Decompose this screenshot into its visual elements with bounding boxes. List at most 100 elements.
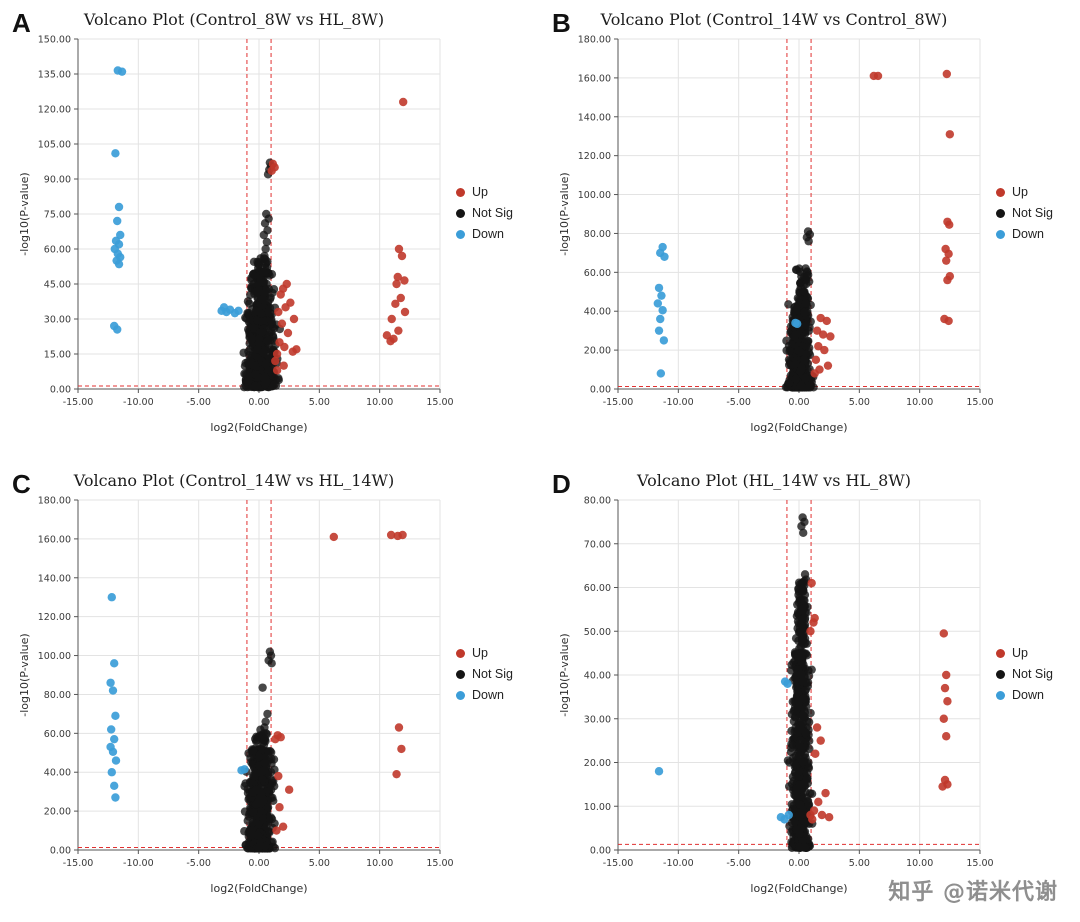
svg-text:105.00: 105.00 <box>38 140 71 151</box>
down-dot-icon <box>996 690 1005 700</box>
svg-text:40.00: 40.00 <box>584 307 611 318</box>
volcano-plot-svg: -15.00 -10.00 -5.00 0.00 5.00 10.00 15.00 0.00 1… <box>18 35 454 435</box>
svg-text:150.00: 150.00 <box>38 35 71 46</box>
up-dot-icon <box>996 648 1005 658</box>
legend-label: Not Sig <box>472 206 513 220</box>
svg-text:10.00: 10.00 <box>366 858 393 869</box>
volcano-plot-svg: -15.00 -10.00 -5.00 0.00 5.00 10.00 15.00 0.00 2… <box>18 496 454 896</box>
legend-item-up: Up <box>456 185 513 199</box>
svg-text:60.00: 60.00 <box>44 245 71 256</box>
svg-text:15.00: 15.00 <box>426 397 453 408</box>
svg-text:-10.00: -10.00 <box>663 397 694 408</box>
svg-text:20.00: 20.00 <box>584 758 611 769</box>
legend-item-up: Up <box>996 185 1053 199</box>
panel-title: Volcano Plot (Control_14W vs Control_8W) <box>600 10 948 29</box>
svg-text:0.00: 0.00 <box>50 385 71 396</box>
panel-title: Volcano Plot (HL_14W vs HL_8W) <box>637 471 911 490</box>
volcano-panel-a: A Volcano Plot (Control_8W vs HL_8W) -15… <box>0 0 540 461</box>
svg-text:160.00: 160.00 <box>38 534 71 545</box>
svg-text:0.00: 0.00 <box>590 846 611 857</box>
svg-text:50.00: 50.00 <box>584 627 611 638</box>
svg-text:-5.00: -5.00 <box>186 397 211 408</box>
svg-text:30.00: 30.00 <box>44 315 71 326</box>
svg-text:40.00: 40.00 <box>44 768 71 779</box>
svg-text:80.00: 80.00 <box>584 229 611 240</box>
notsig-dot-icon <box>456 208 465 218</box>
svg-text:70.00: 70.00 <box>584 539 611 550</box>
svg-text:0.00: 0.00 <box>788 858 809 869</box>
svg-text:0.00: 0.00 <box>248 397 269 408</box>
up-dot-icon <box>456 187 465 197</box>
svg-text:30.00: 30.00 <box>584 714 611 725</box>
legend: Up Not Sig Down <box>996 185 1053 241</box>
svg-text:5.00: 5.00 <box>849 397 870 408</box>
svg-text:-15.00: -15.00 <box>63 858 94 869</box>
panel-letter: B <box>552 8 571 38</box>
svg-text:15.00: 15.00 <box>966 397 993 408</box>
svg-text:5.00: 5.00 <box>309 397 330 408</box>
svg-text:60.00: 60.00 <box>584 583 611 594</box>
svg-text:0.00: 0.00 <box>248 858 269 869</box>
svg-text:0.00: 0.00 <box>788 397 809 408</box>
legend-label: Down <box>1012 688 1044 702</box>
panel-letter: D <box>552 469 571 499</box>
panel-letter: A <box>12 8 31 38</box>
svg-text:15.00: 15.00 <box>966 858 993 869</box>
legend-label: Not Sig <box>1012 667 1053 681</box>
svg-text:log2(FoldChange): log2(FoldChange) <box>210 882 307 895</box>
svg-text:90.00: 90.00 <box>44 175 71 186</box>
svg-text:-log10(P-value): -log10(P-value) <box>18 633 31 716</box>
volcano-panel-d: D Volcano Plot (HL_14W vs HL_8W) -15.00-… <box>540 461 1080 922</box>
panel-title: Volcano Plot (Control_14W vs HL_14W) <box>73 471 395 490</box>
svg-text:0.00: 0.00 <box>50 846 71 857</box>
svg-text:45.00: 45.00 <box>44 280 71 291</box>
legend-item-down: Down <box>996 688 1053 702</box>
svg-text:120.00: 120.00 <box>578 151 611 162</box>
legend-item-up: Up <box>996 646 1053 660</box>
notsig-dot-icon <box>456 669 465 679</box>
legend-label: Up <box>472 185 488 199</box>
volcano-panel-c: C Volcano Plot (Control_14W vs HL_14W) -… <box>0 461 540 922</box>
legend-label: Down <box>472 688 504 702</box>
legend-item-notsig: Not Sig <box>996 206 1053 220</box>
svg-text:180.00: 180.00 <box>38 496 71 507</box>
legend-item-notsig: Not Sig <box>456 206 513 220</box>
legend: Up Not Sig Down <box>996 646 1053 702</box>
svg-text:20.00: 20.00 <box>584 346 611 357</box>
svg-text:180.00: 180.00 <box>578 35 611 46</box>
svg-text:20.00: 20.00 <box>44 807 71 818</box>
legend-label: Not Sig <box>472 667 513 681</box>
svg-text:135.00: 135.00 <box>38 70 71 81</box>
volcano-plot-svg: -15.00 -10.00 -5.00 0.00 5.00 10.00 15.00 0.00 1… <box>558 496 994 896</box>
svg-text:60.00: 60.00 <box>44 729 71 740</box>
svg-text:120.00: 120.00 <box>38 612 71 623</box>
legend-item-down: Down <box>456 227 513 241</box>
svg-text:-15.00: -15.00 <box>603 397 634 408</box>
svg-text:log2(FoldChange): log2(FoldChange) <box>750 882 847 895</box>
legend-label: Up <box>472 646 488 660</box>
legend: Up Not Sig Down <box>456 185 513 241</box>
legend-item-notsig: Not Sig <box>456 667 513 681</box>
svg-text:-15.00: -15.00 <box>63 397 94 408</box>
svg-text:60.00: 60.00 <box>584 268 611 279</box>
svg-text:40.00: 40.00 <box>584 671 611 682</box>
legend-item-up: Up <box>456 646 513 660</box>
svg-text:0.00: 0.00 <box>590 385 611 396</box>
svg-text:-5.00: -5.00 <box>726 397 751 408</box>
svg-text:10.00: 10.00 <box>584 802 611 813</box>
svg-text:10.00: 10.00 <box>906 858 933 869</box>
svg-text:15.00: 15.00 <box>44 350 71 361</box>
svg-text:-10.00: -10.00 <box>663 858 694 869</box>
svg-text:120.00: 120.00 <box>38 105 71 116</box>
legend-item-down: Down <box>456 688 513 702</box>
svg-text:-10.00: -10.00 <box>123 858 154 869</box>
up-dot-icon <box>996 187 1005 197</box>
svg-text:10.00: 10.00 <box>366 397 393 408</box>
svg-text:100.00: 100.00 <box>38 651 71 662</box>
svg-text:-log10(P-value): -log10(P-value) <box>558 172 571 255</box>
legend-label: Up <box>1012 185 1028 199</box>
down-dot-icon <box>456 229 465 239</box>
svg-text:140.00: 140.00 <box>38 573 71 584</box>
legend-label: Up <box>1012 646 1028 660</box>
down-dot-icon <box>996 229 1005 239</box>
